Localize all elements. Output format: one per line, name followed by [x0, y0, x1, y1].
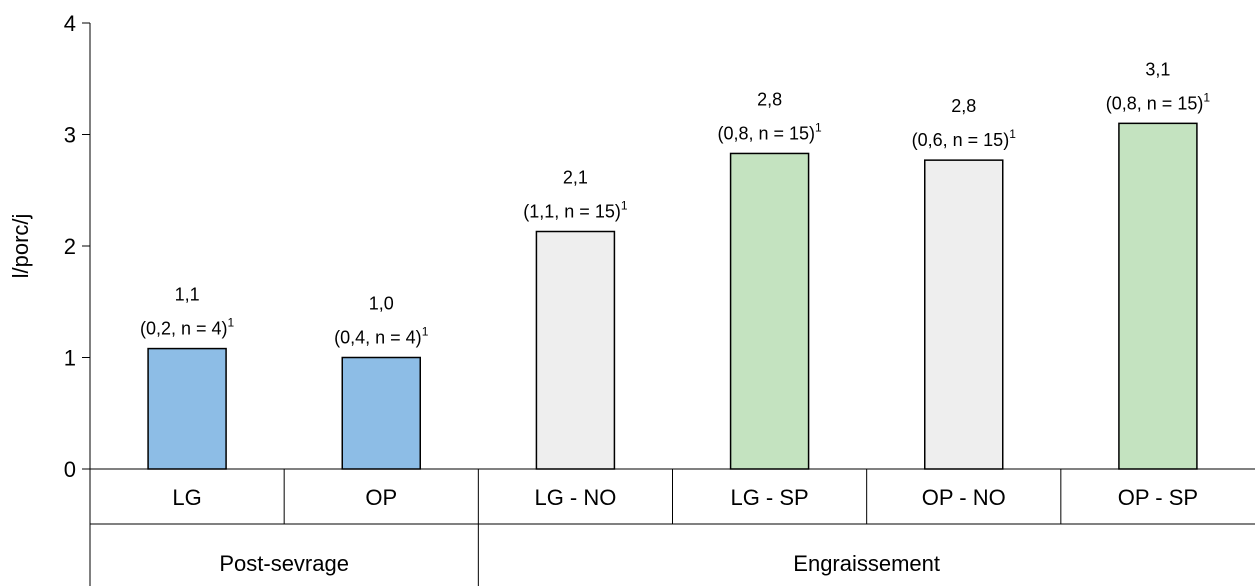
y-ticks: 0 1 2 3 4	[64, 11, 90, 482]
data-labels: 1,1 (0,2, n = 4)1 1,0 (0,4, n = 4)1 2,1 (1,1,…	[140, 59, 1210, 347]
value-label: 2,1	[563, 168, 588, 188]
group-label: Post-sevrage	[219, 551, 349, 576]
y-axis-title: l/porc/j	[8, 214, 33, 279]
bar	[147, 347, 227, 470]
bar	[535, 230, 616, 470]
category-label: OP - SP	[1118, 485, 1198, 510]
y-tick-label: 1	[64, 346, 76, 371]
group-labels: Post-sevrage Engraissement	[219, 551, 940, 576]
category-label: LG - SP	[730, 485, 808, 510]
value-label: 2,8	[757, 89, 782, 109]
category-label: LG - NO	[534, 485, 616, 510]
detail-label: (0,6, n = 15)1	[912, 127, 1017, 150]
value-label: 3,1	[1145, 59, 1170, 79]
detail-label: (0,8, n = 15)1	[1106, 90, 1211, 113]
y-tick-label: 0	[64, 457, 76, 482]
category-labels: LG OP LG - NO LG - SP OP - NO OP - SP	[172, 485, 1198, 510]
detail-label: (0,4, n = 4)1	[334, 325, 429, 348]
category-label: LG	[172, 485, 201, 510]
detail-label: (0,2, n = 4)1	[140, 316, 235, 339]
y-tick-label: 3	[64, 123, 76, 148]
bar	[341, 356, 421, 470]
y-tick-label: 4	[64, 11, 76, 36]
group-label: Engraissement	[793, 551, 940, 576]
bar	[729, 152, 810, 470]
axes	[89, 23, 1255, 586]
category-label: OP - NO	[922, 485, 1006, 510]
detail-label: (0,8, n = 15)1	[717, 120, 822, 143]
bar	[924, 159, 1004, 470]
detail-label: (1,1, n = 15)1	[523, 199, 628, 222]
value-label: 1,0	[369, 294, 394, 314]
y-tick-label: 2	[64, 234, 76, 259]
value-label: 1,1	[175, 285, 200, 305]
value-label: 2,8	[951, 96, 976, 116]
category-label: OP	[365, 485, 397, 510]
bar	[1118, 122, 1198, 470]
bars	[147, 122, 1198, 470]
